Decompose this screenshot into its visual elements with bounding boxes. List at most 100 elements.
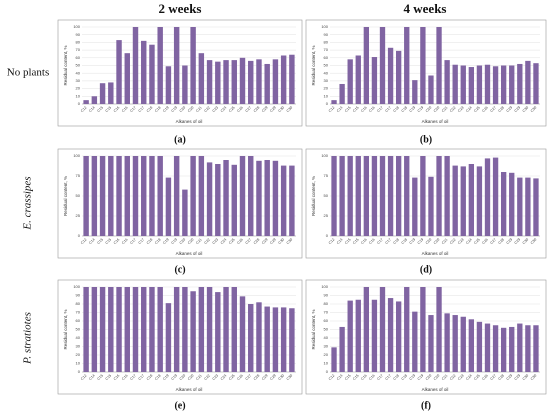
x-tick-label: C19: [171, 238, 178, 245]
bar: [223, 160, 229, 236]
bar: [484, 158, 491, 236]
x-tick-label: C21: [195, 374, 202, 381]
bar: [371, 299, 378, 372]
x-tick-label: C18: [146, 238, 153, 245]
x-tick-label: C28: [253, 106, 260, 113]
y-tick-label: 100: [73, 284, 80, 289]
bar: [533, 178, 539, 236]
bar: [215, 61, 221, 104]
x-tick-label: C17: [138, 374, 145, 381]
x-tick-label: C17: [138, 106, 145, 113]
y-tick-label: 0: [326, 369, 329, 374]
bar: [379, 27, 386, 104]
bar: [468, 319, 475, 372]
bar: [412, 80, 418, 104]
x-tick-label: C29: [261, 238, 268, 245]
y-tick-label: 60: [324, 55, 329, 60]
y-tick-label: 80: [324, 301, 329, 306]
x-tick-label: C29: [269, 374, 276, 381]
x-tick-label: C18: [146, 106, 153, 113]
y-tick-label: 80: [324, 39, 329, 44]
y-tick-label: 70: [76, 47, 81, 52]
panel-frame: [305, 148, 547, 259]
bar: [379, 156, 386, 236]
bar: [444, 313, 450, 372]
bar: [404, 287, 410, 372]
x-tick-label: C27: [245, 374, 252, 381]
row-title: No plants: [7, 67, 49, 79]
x-tick-label: C26: [236, 374, 243, 381]
bar: [239, 156, 246, 236]
bar: [363, 27, 370, 104]
x-tick-label: C21: [195, 238, 202, 245]
x-tick-label: C28: [253, 238, 260, 245]
y-tick-label: 70: [324, 47, 329, 52]
x-tick-label: C27: [489, 106, 496, 113]
y-tick-label: 80: [76, 39, 81, 44]
bar: [484, 323, 491, 372]
bar: [182, 189, 188, 236]
x-tick-label: C24: [465, 106, 472, 113]
y-tick-label: 100: [321, 153, 328, 158]
y-tick-label: 0: [78, 233, 81, 238]
bar: [239, 57, 246, 104]
bar: [420, 156, 426, 236]
x-tick-label: C15: [352, 106, 359, 113]
x-tick-label: C29: [269, 106, 276, 113]
y-tick-label: 40: [76, 335, 81, 340]
x-tick-label: C30: [286, 106, 293, 113]
x-tick-label: C17: [384, 374, 391, 381]
x-tick-label: C21: [441, 374, 448, 381]
x-tick-label: C26: [236, 238, 243, 245]
x-tick-label: C30: [530, 106, 537, 113]
x-tick-label: C25: [473, 106, 480, 113]
y-tick-label: 60: [76, 318, 81, 323]
bar: [428, 176, 434, 236]
y-tick-label: 10: [76, 93, 81, 98]
x-tick-label: C16: [360, 238, 367, 245]
panel-label: (f): [421, 400, 431, 411]
x-tick-label: C20: [187, 238, 194, 245]
x-tick-label: C16: [113, 106, 120, 113]
x-tick-label: C19: [162, 374, 169, 381]
bar: [99, 156, 106, 236]
y-tick-label: 60: [76, 55, 81, 60]
panel-label: (d): [420, 264, 432, 275]
bar: [223, 60, 229, 104]
bar: [124, 287, 130, 372]
bar: [533, 325, 539, 372]
bar: [149, 44, 155, 104]
bar: [371, 57, 378, 104]
x-tick-label: C20: [433, 374, 440, 381]
x-tick-label: C20: [187, 106, 194, 113]
x-tick-label: C23: [457, 238, 464, 245]
bar: [116, 287, 122, 372]
bar: [517, 177, 523, 236]
bar: [248, 156, 254, 236]
bar: [331, 347, 337, 372]
bar: [248, 304, 254, 372]
x-tick-label: C29: [514, 238, 521, 245]
bar: [517, 323, 523, 372]
x-tick-label: C27: [489, 238, 496, 245]
x-tick-label: C24: [465, 374, 472, 381]
x-tick-label: C22: [449, 374, 456, 381]
bar: [83, 100, 89, 104]
y-axis-label: Residual content, %: [63, 176, 68, 216]
bar: [509, 172, 515, 236]
bar: [371, 156, 378, 236]
bar: [215, 292, 221, 372]
y-tick-label: 90: [324, 32, 329, 37]
bar: [509, 326, 515, 372]
bar: [206, 162, 213, 236]
x-tick-label: C24: [465, 238, 472, 245]
x-tick-label: C12: [328, 374, 335, 381]
y-axis-label: Residual content, %: [63, 45, 68, 85]
x-tick-label: C23: [457, 106, 464, 113]
x-tick-label: C18: [393, 374, 400, 381]
bar: [404, 27, 410, 104]
bar: [198, 287, 205, 372]
bar: [182, 287, 188, 372]
bar: [116, 40, 122, 104]
